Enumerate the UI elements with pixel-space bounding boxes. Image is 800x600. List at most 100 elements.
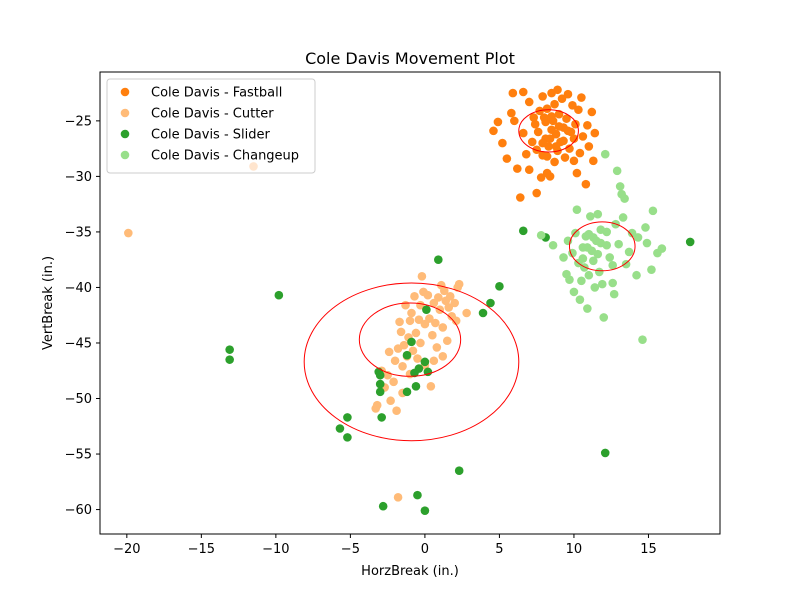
data-point xyxy=(444,303,454,312)
data-point xyxy=(600,448,610,458)
data-point xyxy=(569,287,579,297)
data-point xyxy=(593,249,603,259)
x-axis-title: HorzBreak (in.) xyxy=(361,564,459,579)
data-point xyxy=(372,400,382,410)
data-point xyxy=(425,314,434,323)
data-point xyxy=(541,117,550,127)
data-point xyxy=(413,354,422,363)
x-axis: −20 −15 −10 −5 0 5 10 15 xyxy=(113,534,657,557)
data-point xyxy=(399,340,409,350)
y-tick-label: −55 xyxy=(65,448,92,463)
data-point xyxy=(545,172,555,181)
data-point xyxy=(420,357,430,367)
data-point xyxy=(575,148,585,158)
spread-ellipse xyxy=(568,221,636,272)
data-point xyxy=(648,206,658,216)
data-point xyxy=(442,336,452,346)
data-point xyxy=(410,292,419,301)
axes-frame xyxy=(99,71,721,535)
data-point xyxy=(489,126,498,136)
data-point xyxy=(584,142,594,151)
data-point xyxy=(486,298,495,308)
data-point xyxy=(569,156,579,166)
data-point xyxy=(545,134,555,143)
data-point xyxy=(657,244,667,253)
data-point xyxy=(621,259,631,269)
data-point xyxy=(384,347,394,357)
data-point xyxy=(478,308,488,318)
y-tick-label: −60 xyxy=(65,503,92,518)
data-point xyxy=(408,346,418,356)
data-point xyxy=(502,154,512,163)
data-point xyxy=(536,173,546,182)
x-tick-label: 0 xyxy=(421,542,429,557)
x-tick-label: 10 xyxy=(566,542,583,557)
data-point xyxy=(445,292,455,301)
data-point xyxy=(378,501,388,511)
data-point xyxy=(451,316,461,326)
data-point xyxy=(612,166,622,176)
legend-marker xyxy=(120,129,130,139)
data-point xyxy=(608,260,617,270)
spread-ellipse xyxy=(303,282,520,442)
data-point xyxy=(542,152,552,161)
data-point xyxy=(685,237,695,247)
data-point xyxy=(493,117,503,127)
data-point xyxy=(375,370,385,380)
y-tick-label: −45 xyxy=(65,336,92,351)
data-point xyxy=(563,89,573,99)
data-point xyxy=(609,289,619,299)
data-point xyxy=(462,308,471,318)
data-point xyxy=(547,112,556,121)
data-point xyxy=(431,318,440,328)
data-point xyxy=(423,367,433,377)
y-axis-title: VertBreak (in.) xyxy=(41,256,56,350)
data-point xyxy=(513,164,522,173)
data-point xyxy=(515,193,525,202)
data-point xyxy=(587,107,597,117)
data-point xyxy=(542,104,552,113)
data-point xyxy=(521,149,531,159)
data-point xyxy=(343,433,352,442)
legend-label: Cole Davis - Changeup xyxy=(151,149,299,164)
data-point xyxy=(414,364,424,373)
data-point xyxy=(416,338,425,348)
series-group xyxy=(249,85,600,202)
data-point xyxy=(225,355,234,364)
data-point xyxy=(568,101,577,110)
data-point xyxy=(518,226,528,236)
data-point xyxy=(642,238,652,248)
data-point xyxy=(422,305,431,314)
y-tick-label: −35 xyxy=(65,225,92,240)
data-point xyxy=(434,293,443,302)
data-point xyxy=(538,92,547,101)
data-point xyxy=(407,337,416,347)
data-point xyxy=(417,272,427,281)
legend: Cole Davis - Fastball Cole Davis - Cutter… xyxy=(106,78,316,174)
data-point xyxy=(375,379,385,389)
data-point xyxy=(580,263,589,272)
data-point xyxy=(551,142,561,151)
data-point xyxy=(401,300,410,310)
legend-label: Cole Davis - Cutter xyxy=(151,107,274,122)
data-point xyxy=(411,381,421,391)
data-point xyxy=(529,113,539,122)
data-point xyxy=(627,228,637,238)
data-point xyxy=(624,247,634,257)
data-point xyxy=(589,256,598,266)
y-tick-label: −30 xyxy=(65,170,92,185)
data-point xyxy=(429,356,439,366)
data-point xyxy=(533,127,543,137)
data-point xyxy=(507,108,516,118)
data-point xyxy=(581,179,591,189)
data-point xyxy=(398,362,407,371)
data-point xyxy=(583,121,592,130)
data-point xyxy=(439,286,449,296)
data-point xyxy=(553,85,562,95)
data-point xyxy=(343,413,352,422)
data-point xyxy=(454,466,464,475)
ellipse-overlay xyxy=(303,109,636,442)
data-point xyxy=(596,225,606,235)
data-point xyxy=(413,490,422,500)
